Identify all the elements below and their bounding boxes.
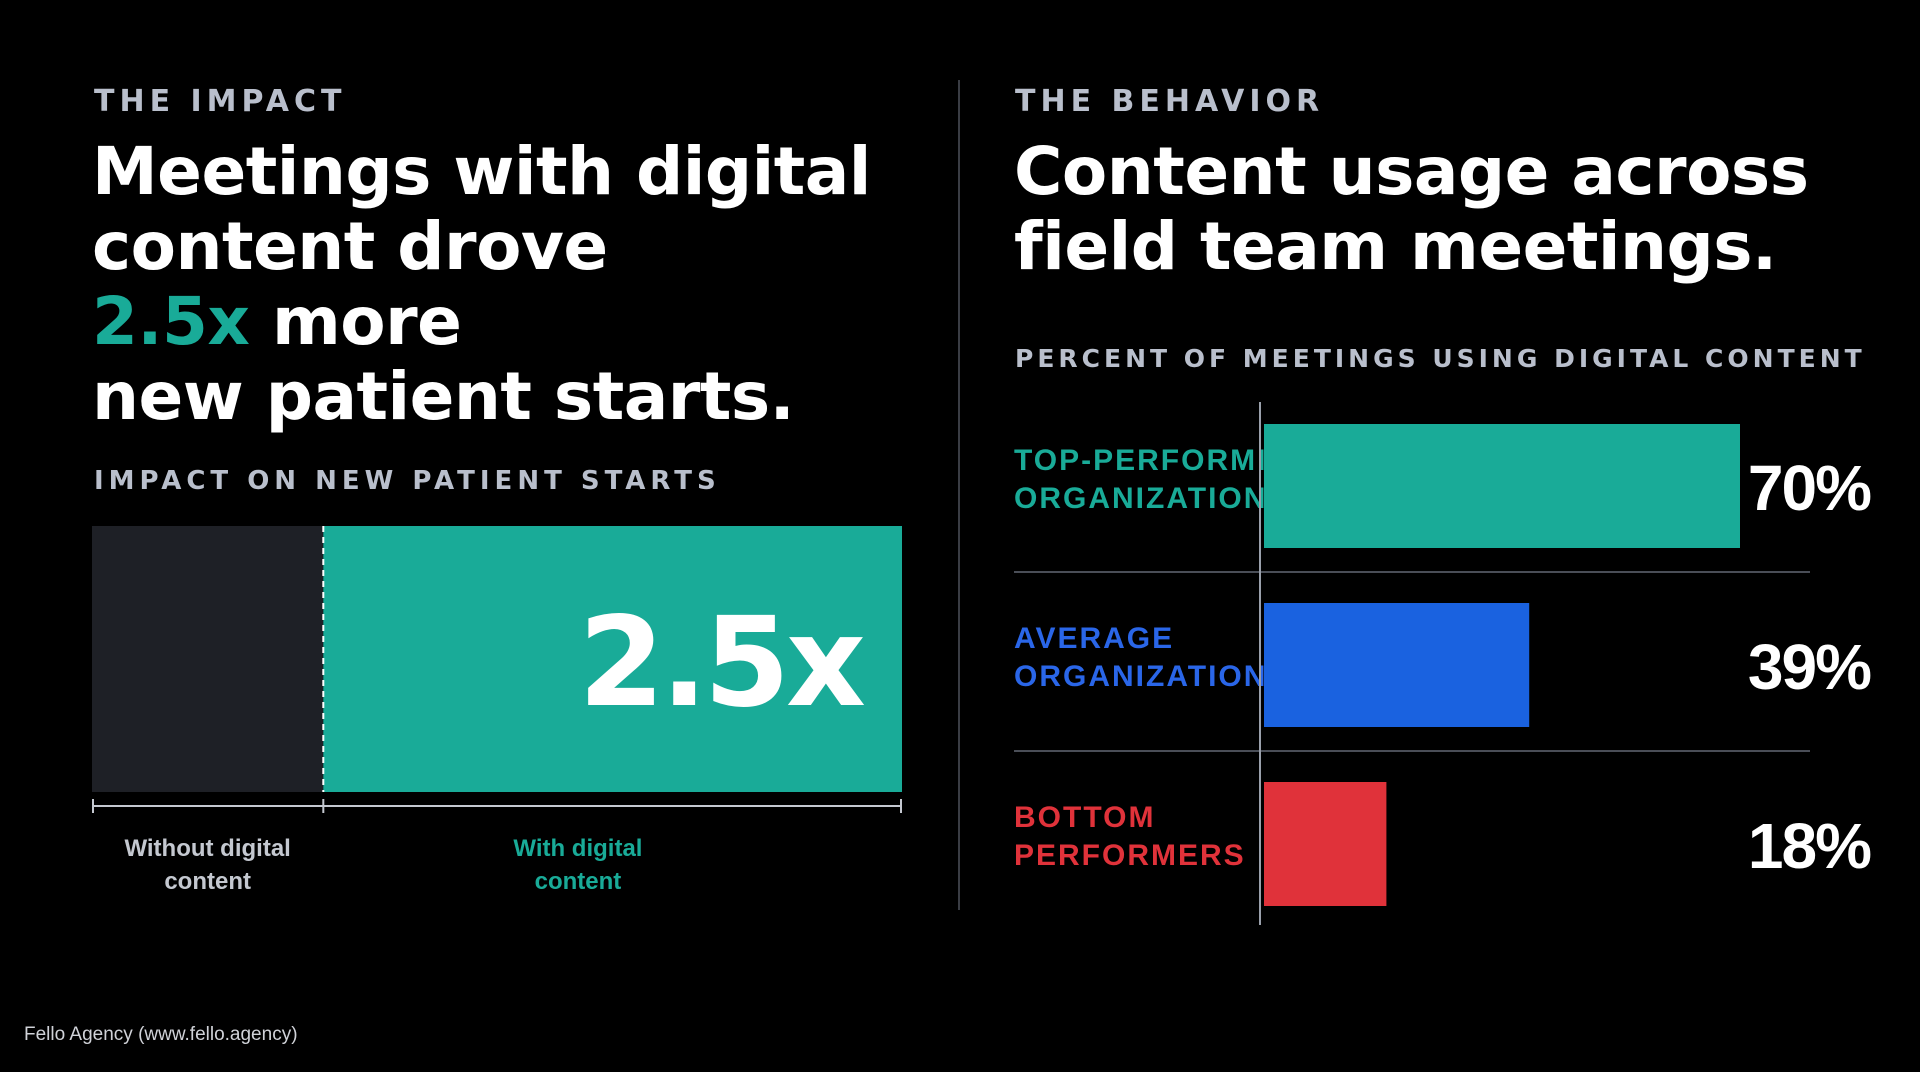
impact-category-label-0-line-2: content bbox=[164, 868, 251, 895]
impact-eyebrow: THE IMPACT bbox=[94, 84, 347, 119]
bar-2 bbox=[1264, 782, 1387, 906]
impact-category-label-0-line-1: Without digital bbox=[124, 835, 290, 862]
bar-1 bbox=[1264, 603, 1530, 727]
row-label-average-line-1: AVERAGE bbox=[1014, 622, 1175, 655]
behavior-headline: Content usage across field team meetings… bbox=[1014, 134, 1809, 284]
footer-credit: Fello Agency (www.fello.agency) bbox=[24, 1024, 298, 1045]
bar-0 bbox=[1264, 424, 1740, 548]
bar-value-label-1: 39% bbox=[1748, 631, 1871, 703]
impact-multiplier-highlight: 2.5x bbox=[92, 283, 250, 360]
impact-chart: 2.5x Without digital content With digital co… bbox=[92, 526, 902, 895]
impact-headline-line-3: 2.5x more bbox=[92, 284, 871, 359]
behavior-bar-chart: 70% 39% 18% bbox=[1014, 402, 1873, 925]
impact-value-label: 2.5x bbox=[578, 591, 865, 735]
row-label-average-line-2: ORGANIZATIONS bbox=[1014, 660, 1290, 693]
impact-bar-without bbox=[92, 526, 324, 792]
row-label-average: AVERAGE ORGANIZATIONS bbox=[1014, 620, 1289, 696]
impact-category-label-1-line-2: content bbox=[535, 868, 622, 895]
panel-divider bbox=[958, 80, 960, 910]
behavior-chart-label: PERCENT OF MEETINGS USING DIGITAL CONTEN… bbox=[1015, 344, 1866, 373]
impact-headline-line-1: Meetings with digital bbox=[92, 133, 871, 210]
row-label-bottom-line-1: BOTTOM bbox=[1014, 801, 1156, 834]
row-label-bottom: BOTTOM PERFORMERS bbox=[1014, 799, 1246, 875]
behavior-headline-line-2: field team meetings. bbox=[1014, 208, 1777, 285]
row-label-bottom-line-2: PERFORMERS bbox=[1014, 839, 1246, 872]
behavior-eyebrow: THE BEHAVIOR bbox=[1015, 84, 1325, 119]
bar-value-label-0: 70% bbox=[1748, 452, 1871, 524]
impact-headline: Meetings with digital content drove 2.5x… bbox=[92, 134, 871, 434]
bar-value-label-2: 18% bbox=[1748, 810, 1871, 882]
impact-category-label-1: With digital content bbox=[513, 835, 642, 895]
impact-category-label-0: Without digital content bbox=[124, 835, 290, 895]
impact-category-label-1-line-1: With digital bbox=[513, 835, 642, 862]
impact-headline-line-4: new patient starts. bbox=[92, 358, 795, 435]
impact-chart-label: IMPACT ON NEW PATIENT STARTS bbox=[94, 466, 721, 496]
impact-headline-line-3-rest: more bbox=[249, 283, 462, 360]
impact-bar-with bbox=[323, 526, 902, 792]
row-label-top-performing-line-2: ORGANIZATIONS bbox=[1014, 482, 1290, 515]
behavior-headline-line-1: Content usage across bbox=[1014, 133, 1809, 210]
impact-headline-line-2: content drove bbox=[92, 208, 608, 285]
